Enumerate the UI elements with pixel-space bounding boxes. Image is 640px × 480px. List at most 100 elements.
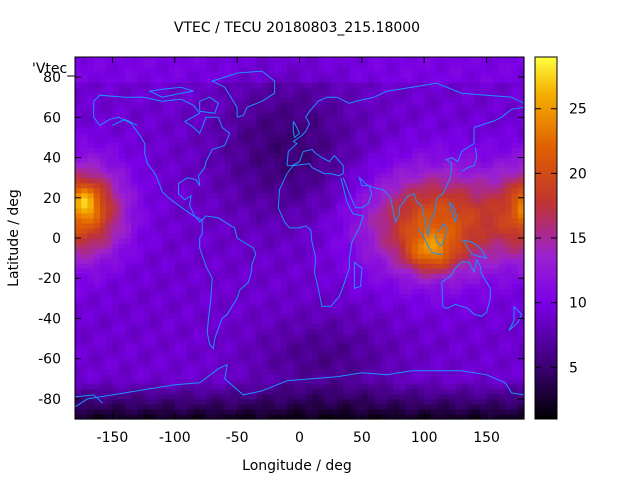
heat-cell: [293, 207, 301, 214]
heat-cell: [324, 288, 332, 294]
heat-cell: [380, 222, 388, 229]
heat-cell: [243, 348, 251, 355]
heat-cell: [187, 127, 195, 134]
heat-cell: [118, 378, 126, 385]
heat-cell: [262, 343, 269, 350]
heat-cell: [467, 172, 475, 179]
heat-cell: [237, 293, 244, 299]
heat-cell: [411, 147, 419, 154]
heat-cell: [436, 217, 444, 224]
heat-cell: [243, 167, 251, 174]
heat-cell: [336, 298, 344, 304]
heat-cell: [461, 388, 469, 395]
heat-cell: [492, 388, 500, 395]
heat-cell: [230, 172, 238, 179]
heat-cell: [230, 137, 238, 144]
heat-cell: [399, 398, 407, 405]
heat-cell: [187, 248, 195, 254]
heat-cell: [81, 308, 89, 315]
heat-cell: [355, 132, 363, 139]
heat-cell: [424, 162, 432, 169]
heat-cell: [467, 162, 475, 169]
heat-cell: [505, 268, 513, 274]
heat-cell: [305, 202, 313, 209]
heat-cell: [224, 187, 232, 194]
heat-cell: [87, 383, 95, 390]
heat-cell: [492, 167, 500, 174]
heat-cell: [343, 358, 350, 365]
heat-cell: [280, 72, 288, 78]
heat-cell: [499, 142, 506, 149]
heat-cell: [230, 283, 238, 289]
heat-cell: [368, 232, 375, 239]
heat-cell: [274, 147, 282, 154]
heat-cell: [205, 157, 213, 164]
heat-cell: [87, 67, 95, 73]
heat-cell: [349, 293, 357, 299]
heat-cell: [480, 238, 488, 244]
heat-cell: [461, 187, 469, 194]
heat-cell: [492, 253, 500, 259]
heat-cell: [424, 343, 432, 350]
heat-cell: [168, 232, 176, 239]
heat-cell: [262, 383, 269, 390]
heat-cell: [492, 338, 500, 345]
heat-cell: [505, 192, 513, 199]
heat-cell: [293, 293, 301, 299]
heat-cell: [187, 333, 195, 340]
heat-cell: [318, 127, 326, 134]
heat-cell: [442, 117, 450, 123]
heat-cell: [193, 232, 201, 239]
heat-cell: [374, 122, 382, 128]
heat-cell: [230, 373, 238, 380]
heat-cell: [149, 368, 157, 375]
heat-cell: [237, 338, 244, 345]
heat-cell: [318, 232, 326, 239]
heat-cell: [287, 243, 294, 249]
heat-cell: [299, 182, 307, 189]
heat-cell: [199, 72, 207, 78]
heat-cell: [486, 353, 494, 360]
heat-cell: [162, 253, 170, 259]
heat-cell: [343, 363, 350, 370]
heat-cell: [511, 232, 519, 239]
heat-cell: [237, 117, 244, 123]
heat-cell: [355, 408, 363, 415]
heat-cell: [280, 288, 288, 294]
heat-cell: [174, 222, 182, 229]
heat-cell: [449, 222, 457, 229]
heat-cell: [305, 333, 313, 340]
heat-cell: [205, 413, 213, 420]
heat-cell: [461, 172, 469, 179]
heat-cell: [499, 132, 506, 139]
heat-cell: [87, 137, 95, 144]
heat-cell: [393, 413, 400, 420]
heat-cell: [237, 97, 244, 103]
heat-cell: [449, 278, 457, 284]
heat-cell: [349, 368, 357, 375]
heat-cell: [324, 227, 332, 234]
heat-cell: [318, 273, 326, 279]
heat-cell: [162, 328, 170, 335]
heat-cell: [243, 303, 251, 309]
heat-cell: [156, 232, 163, 239]
heat-cell: [368, 182, 375, 189]
heat-cell: [492, 217, 500, 224]
heat-cell: [486, 318, 494, 325]
heat-cell: [424, 358, 432, 365]
heat-cell: [405, 333, 413, 340]
heat-cell: [237, 202, 244, 209]
heat-cell: [237, 408, 244, 415]
heat-cell: [149, 378, 157, 385]
heat-cell: [287, 152, 294, 159]
heat-cell: [149, 107, 157, 113]
heat-cell: [268, 243, 276, 249]
heat-cell: [492, 303, 500, 309]
heat-cell: [118, 142, 126, 149]
heat-cell: [81, 92, 89, 98]
heat-cell: [336, 348, 344, 355]
heat-cell: [305, 232, 313, 239]
heat-cell: [293, 127, 301, 134]
heat-cell: [374, 212, 382, 219]
heat-cell: [411, 313, 419, 320]
